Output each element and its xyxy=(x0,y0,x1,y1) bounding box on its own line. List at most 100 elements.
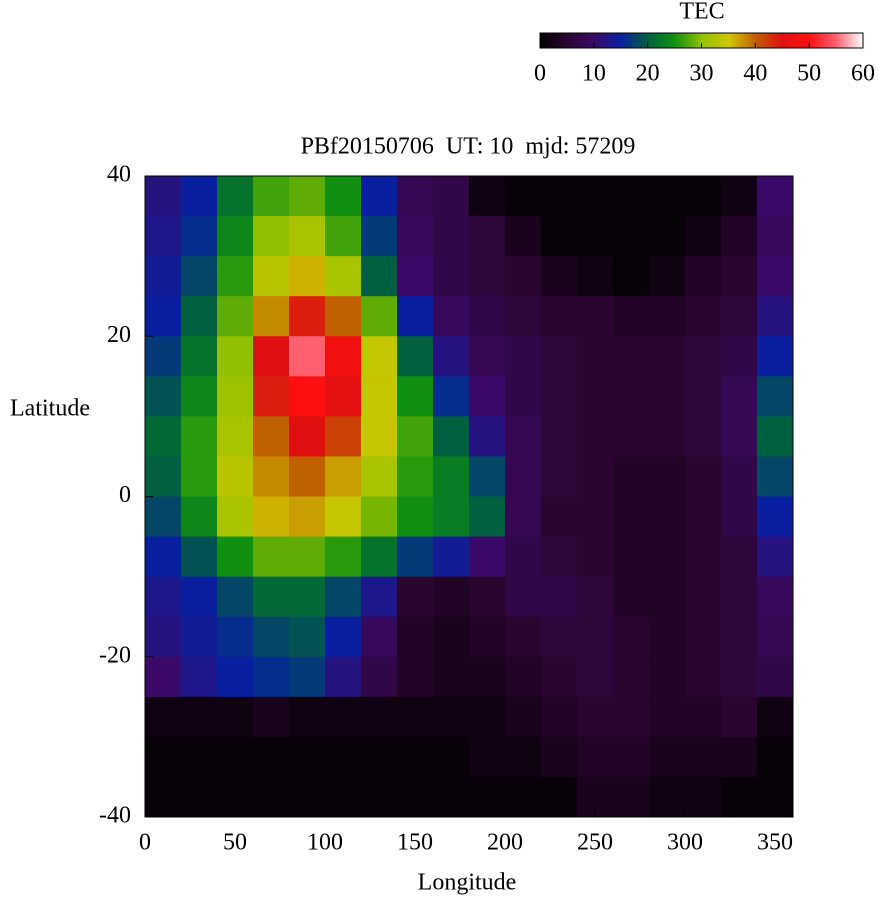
heat-cell xyxy=(685,656,722,698)
heat-cell xyxy=(397,256,434,297)
heat-cell xyxy=(649,256,686,297)
heat-cell xyxy=(433,456,470,497)
heat-cell xyxy=(757,256,794,297)
x-tick-label: 0 xyxy=(139,830,151,856)
heat-cell xyxy=(145,376,182,417)
heat-cell xyxy=(505,656,542,698)
heat-cell xyxy=(505,536,542,578)
heat-cell xyxy=(181,376,218,417)
heat-cell xyxy=(577,616,614,658)
heat-cell xyxy=(469,296,506,337)
heat-cell xyxy=(361,216,398,257)
heat-cell xyxy=(757,216,794,257)
heat-cell xyxy=(217,576,254,618)
heat-cell xyxy=(253,576,290,618)
heat-cell xyxy=(433,336,470,377)
heat-cell xyxy=(181,616,218,658)
heat-cell xyxy=(469,696,506,738)
heat-cell xyxy=(541,736,578,778)
heat-cell xyxy=(577,576,614,618)
heat-cell xyxy=(217,656,254,698)
heat-cell xyxy=(361,616,398,658)
heat-cell xyxy=(649,776,686,818)
heat-cell xyxy=(757,376,794,417)
heat-cell xyxy=(397,456,434,497)
heat-cell xyxy=(397,696,434,738)
heat-cell xyxy=(181,736,218,778)
heat-cell xyxy=(181,296,218,337)
heat-cell xyxy=(217,176,254,217)
heat-cell xyxy=(721,376,758,417)
x-tick-label: 350 xyxy=(757,830,793,856)
heat-cell xyxy=(757,456,794,497)
heat-cell xyxy=(505,696,542,738)
x-tick-label: 50 xyxy=(223,830,247,856)
heat-cell xyxy=(685,176,722,217)
heat-cell xyxy=(613,496,650,538)
heat-cell xyxy=(289,336,326,377)
heat-cell xyxy=(541,536,578,578)
heat-cell xyxy=(325,176,362,217)
heat-cell xyxy=(685,616,722,658)
heat-cell xyxy=(397,576,434,618)
heat-cell xyxy=(289,216,326,257)
heat-cell xyxy=(253,656,290,698)
heat-cell xyxy=(361,376,398,417)
heat-cell xyxy=(433,776,470,818)
heat-cell xyxy=(541,416,578,457)
heat-cell xyxy=(181,256,218,297)
heat-cell xyxy=(181,336,218,377)
heat-cell xyxy=(325,576,362,618)
heat-cell xyxy=(397,376,434,417)
heat-cell xyxy=(721,656,758,698)
chart-title: PBf20150706 UT: 10 mjd: 57209 xyxy=(301,134,636,160)
heat-cell xyxy=(433,176,470,217)
heat-cell xyxy=(397,496,434,538)
heat-cell xyxy=(649,456,686,497)
heat-cell xyxy=(649,616,686,658)
heat-cell xyxy=(577,376,614,417)
heat-cell xyxy=(253,736,290,778)
heat-cell xyxy=(325,256,362,297)
heat-cell xyxy=(541,336,578,377)
heat-cell xyxy=(289,416,326,457)
heat-cell xyxy=(397,656,434,698)
heat-cell xyxy=(253,376,290,417)
heat-cell xyxy=(685,776,722,818)
heat-cell xyxy=(541,296,578,337)
heat-cell xyxy=(253,336,290,377)
heat-cell xyxy=(541,376,578,417)
heat-cell xyxy=(613,256,650,297)
heat-cell xyxy=(721,336,758,377)
heat-cell xyxy=(397,216,434,257)
heat-cell xyxy=(469,616,506,658)
heat-cell xyxy=(361,256,398,297)
heat-cell xyxy=(685,736,722,778)
colorbar-label: TEC xyxy=(679,0,724,25)
heat-cell xyxy=(541,576,578,618)
heat-cell xyxy=(361,336,398,377)
heat-cell xyxy=(685,376,722,417)
heat-cell xyxy=(757,576,794,618)
heat-cell xyxy=(721,776,758,818)
heat-cell xyxy=(325,456,362,497)
heat-cell xyxy=(289,296,326,337)
heat-cell xyxy=(469,416,506,457)
heat-cell xyxy=(577,256,614,297)
heat-cell xyxy=(217,616,254,658)
heat-cell xyxy=(721,616,758,658)
heat-cell xyxy=(721,456,758,497)
colorbar-tick-label: 50 xyxy=(797,61,821,87)
heat-cell xyxy=(361,536,398,578)
heat-cell xyxy=(325,296,362,337)
heat-cell xyxy=(757,416,794,457)
heat-cell xyxy=(433,296,470,337)
heat-cell xyxy=(685,256,722,297)
heat-cell xyxy=(361,176,398,217)
heat-cell xyxy=(289,376,326,417)
colorbar-tick-label: 30 xyxy=(690,61,714,87)
heat-cell xyxy=(361,696,398,738)
heat-cell xyxy=(217,256,254,297)
heat-cell xyxy=(217,296,254,337)
